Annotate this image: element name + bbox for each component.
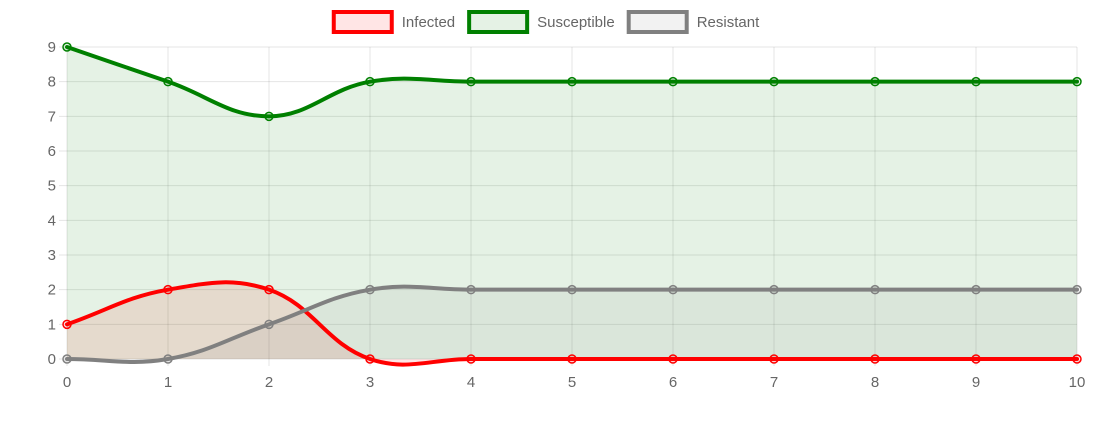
x-tick-label: 1: [164, 374, 172, 391]
data-point-infected[interactable]: [971, 354, 981, 364]
data-point-susceptible[interactable]: [62, 42, 72, 52]
data-point-infected[interactable]: [163, 284, 173, 295]
legend-label-infected: Infected: [402, 14, 455, 31]
legend-swatch-infected: [331, 10, 394, 34]
x-tick-label: 2: [265, 374, 273, 391]
series-fill-infected: [67, 282, 1077, 365]
series-points: [62, 42, 1082, 364]
data-point-resistant[interactable]: [567, 284, 577, 295]
y-tick-label: 4: [48, 212, 56, 229]
data-point-infected[interactable]: [466, 354, 476, 364]
data-point-susceptible[interactable]: [365, 76, 375, 87]
legend-item-susceptible[interactable]: Susceptible: [467, 10, 615, 34]
grid-lines: [59, 46, 1078, 366]
series-line-infected: [65, 280, 1079, 367]
data-point-infected[interactable]: [870, 354, 880, 364]
x-tick-label: 5: [568, 374, 576, 391]
data-point-resistant[interactable]: [365, 284, 375, 295]
legend-item-resistant[interactable]: Resistant: [626, 10, 760, 34]
y-tick-label: 6: [48, 143, 56, 160]
x-tick-label: 7: [770, 374, 778, 391]
legend-label-resistant: Resistant: [697, 14, 760, 31]
legend-swatch-susceptible: [467, 10, 530, 34]
x-tick-label: 10: [1069, 374, 1086, 391]
x-tick-label: 3: [366, 374, 374, 391]
x-axis-ticks: 0 1 2 3 4 5 6 7 8 9 10: [63, 374, 1086, 391]
data-point-resistant[interactable]: [769, 284, 779, 295]
data-point-infected[interactable]: [668, 354, 678, 364]
data-point-resistant[interactable]: [971, 284, 981, 295]
data-point-infected[interactable]: [567, 354, 577, 364]
data-point-susceptible[interactable]: [163, 76, 173, 87]
data-point-infected[interactable]: [1072, 354, 1082, 364]
data-point-infected[interactable]: [62, 319, 72, 330]
series-lines: [65, 45, 1079, 367]
data-point-resistant[interactable]: [1072, 284, 1082, 295]
x-tick-label: 8: [871, 374, 879, 391]
y-tick-label: 8: [48, 74, 56, 91]
series-fill-susceptible: [67, 47, 1077, 359]
series-line-susceptible: [65, 45, 1079, 119]
data-point-infected[interactable]: [769, 354, 779, 364]
y-tick-label: 2: [48, 282, 56, 299]
y-tick-label: 9: [48, 39, 56, 56]
data-point-resistant[interactable]: [668, 284, 678, 295]
legend: Infected Susceptible Resistant: [331, 10, 760, 34]
data-point-infected[interactable]: [264, 284, 274, 295]
data-point-resistant[interactable]: [62, 354, 72, 364]
data-point-resistant[interactable]: [264, 319, 274, 330]
x-tick-label: 6: [669, 374, 677, 391]
data-point-resistant[interactable]: [466, 284, 476, 295]
legend-label-susceptible: Susceptible: [537, 14, 615, 31]
legend-item-infected[interactable]: Infected: [331, 10, 455, 34]
series-line-resistant: [65, 284, 1079, 364]
y-tick-label: 5: [48, 178, 56, 195]
x-tick-label: 4: [467, 374, 475, 391]
data-point-resistant[interactable]: [163, 354, 173, 364]
x-tick-label: 9: [972, 374, 980, 391]
y-axis-ticks: 0 1 2 3 4 5 6 7 8 9: [48, 39, 56, 368]
x-tick-label: 0: [63, 374, 71, 391]
series-fills: [67, 47, 1077, 365]
data-point-susceptible[interactable]: [870, 76, 880, 87]
data-point-susceptible[interactable]: [971, 76, 981, 87]
data-point-susceptible[interactable]: [769, 76, 779, 87]
data-point-susceptible[interactable]: [567, 76, 577, 87]
y-tick-label: 0: [48, 351, 56, 368]
legend-swatch-resistant: [626, 10, 689, 34]
data-point-infected[interactable]: [365, 354, 375, 364]
data-point-resistant[interactable]: [870, 284, 880, 295]
data-point-susceptible[interactable]: [466, 76, 476, 87]
data-point-susceptible[interactable]: [1072, 76, 1082, 87]
data-point-susceptible[interactable]: [668, 76, 678, 87]
data-point-susceptible[interactable]: [264, 111, 274, 122]
y-tick-label: 7: [48, 108, 56, 125]
y-tick-label: 1: [48, 316, 56, 333]
y-tick-label: 3: [48, 247, 56, 264]
